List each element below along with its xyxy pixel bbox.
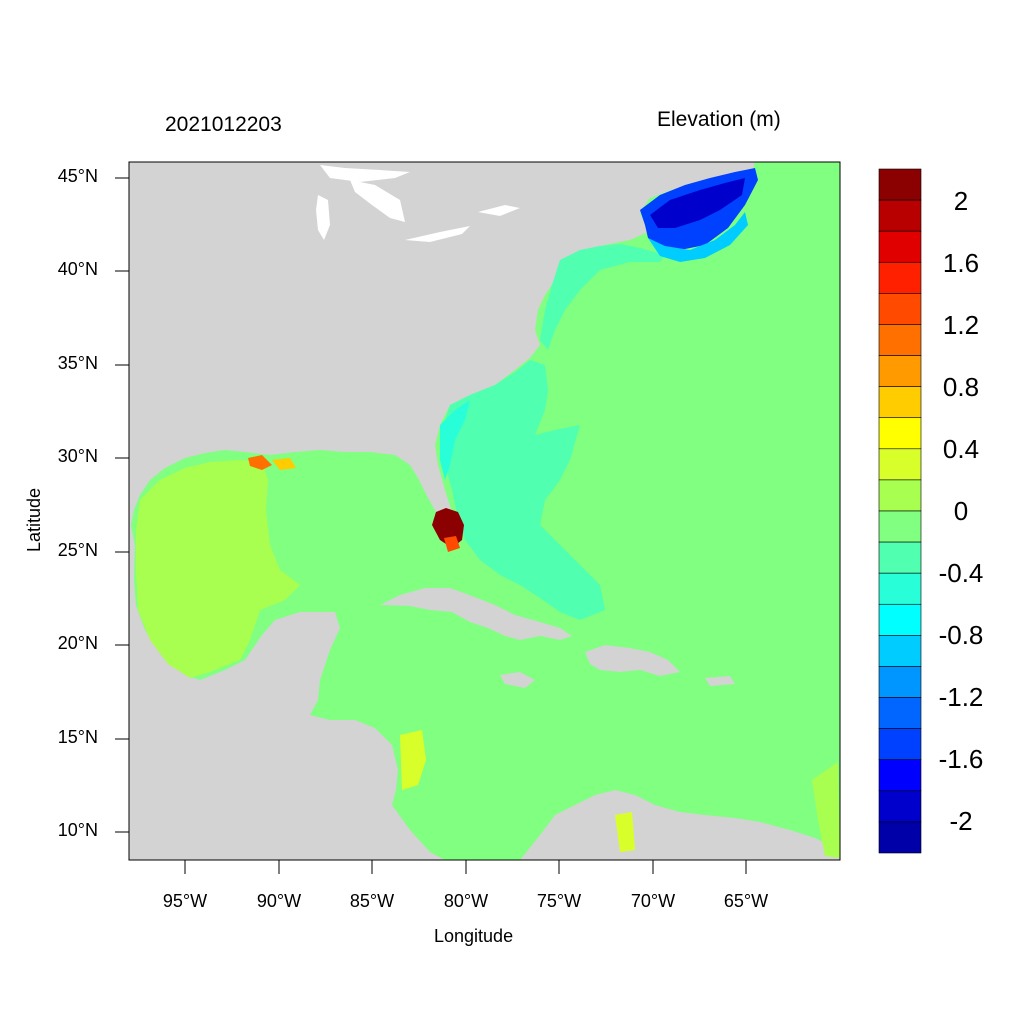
lon-tick-label: 80°W (443, 891, 489, 911)
colorbar-swatch (878, 293, 922, 325)
colorbar-swatch (878, 417, 922, 450)
colorbar-swatch (878, 541, 922, 574)
colorbar-label: -1.2 (938, 682, 984, 712)
lon-tick-label: 90°W (256, 891, 302, 911)
colorbar-swatch (878, 697, 922, 729)
colorbar (878, 168, 922, 854)
lake-michigan (316, 195, 330, 240)
atlantic-shelf-north (540, 244, 665, 350)
colorbar-label: 1.2 (942, 310, 980, 340)
honduras-patch (400, 730, 426, 790)
gulf-of-maine-deep (650, 178, 745, 228)
variable-title: Elevation (m) (657, 108, 781, 131)
lat-tick-label: 20°N (57, 633, 98, 653)
atlantic-shelf (442, 360, 605, 620)
colorbar-swatch (878, 168, 922, 201)
lat-tick-label: 25°N (57, 540, 98, 560)
colorbar-label: -2 (949, 806, 973, 836)
colorbar-label: 0.8 (942, 372, 980, 402)
colorbar-swatch (878, 603, 922, 636)
colorbar-swatch (878, 510, 922, 543)
lon-tick-label: 85°W (349, 891, 395, 911)
gulf-shelf (136, 460, 300, 678)
colorbar-label: -0.8 (938, 620, 984, 650)
lat-tick-label: 30°N (57, 446, 98, 466)
colorbar-swatch (878, 572, 922, 605)
lon-tick-label: 70°W (630, 891, 676, 911)
lon-tick-label: 95°W (162, 891, 208, 911)
colorbar-label: 0 (953, 496, 969, 526)
lake-huron (350, 180, 405, 222)
plot-frame (128, 161, 841, 861)
colorbar-swatch (878, 448, 922, 481)
colorbar-label: 0.4 (942, 434, 980, 464)
colorbar-swatch (878, 355, 922, 387)
land-cuba (380, 588, 572, 640)
gulf-of-maine-edge (648, 212, 748, 262)
colorbar-label: -0.4 (938, 558, 984, 588)
lat-tick-label: 10°N (57, 820, 98, 840)
lon-tick-label: 75°W (536, 891, 582, 911)
land-jamaica (500, 672, 535, 688)
colorbar-swatch (878, 635, 922, 667)
lat-tick-label: 40°N (57, 259, 98, 279)
land-hispaniola (585, 645, 680, 676)
land-south-america (520, 790, 840, 860)
lat-tick-label: 35°N (57, 353, 98, 373)
colorbar-swatch (878, 261, 922, 294)
x-axis-label: Longitude (434, 926, 514, 946)
colorbar-swatch (878, 386, 922, 419)
land-puerto-rico (705, 676, 735, 686)
colorbar-swatch (878, 666, 922, 698)
colorbar-swatch (878, 728, 922, 761)
timestamp-title: 2021012203 (165, 113, 282, 136)
lon-ticks (184, 860, 747, 874)
lake-superior (320, 165, 410, 182)
venezuela-patch (615, 812, 635, 852)
louisiana-surge-2 (272, 458, 296, 470)
lake-ontario (478, 205, 520, 216)
lat-tick-label: 15°N (57, 727, 98, 747)
east-patch (812, 762, 840, 858)
lat-tick-label: 45°N (57, 166, 98, 186)
lon-tick-label: 65°W (723, 891, 769, 911)
colorbar-swatch (878, 324, 922, 356)
colorbar-swatch (878, 790, 922, 823)
y-axis-label: Latitude (24, 487, 44, 552)
colorbar-swatch (878, 759, 922, 792)
colorbar-swatch (878, 821, 922, 854)
colorbar-swatch (878, 199, 922, 232)
colorbar-label: -1.6 (938, 744, 984, 774)
georgia-bight (440, 400, 470, 480)
lake-erie (405, 226, 470, 242)
louisiana-surge (248, 455, 272, 470)
colorbar-swatch (878, 479, 922, 512)
colorbar-label: 1.6 (942, 248, 980, 278)
colorbar-swatch (878, 230, 922, 263)
lat-ticks (115, 177, 129, 833)
florida-surge-edge (444, 536, 460, 552)
colorbar-label: 2 (953, 186, 969, 216)
